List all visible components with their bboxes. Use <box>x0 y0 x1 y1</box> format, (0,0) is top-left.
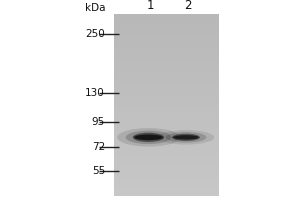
Text: 250: 250 <box>85 29 105 39</box>
Ellipse shape <box>173 135 199 140</box>
Text: 1: 1 <box>146 0 154 12</box>
Ellipse shape <box>134 135 163 140</box>
Text: 2: 2 <box>184 0 191 12</box>
Ellipse shape <box>172 134 200 141</box>
Text: 55: 55 <box>92 166 105 176</box>
Ellipse shape <box>158 130 214 145</box>
Text: 130: 130 <box>85 88 105 98</box>
Ellipse shape <box>133 133 164 142</box>
Text: 95: 95 <box>92 117 105 127</box>
Ellipse shape <box>166 132 206 143</box>
Text: kDa: kDa <box>85 3 105 13</box>
Text: 72: 72 <box>92 142 105 152</box>
Ellipse shape <box>126 131 171 144</box>
Ellipse shape <box>117 128 180 147</box>
